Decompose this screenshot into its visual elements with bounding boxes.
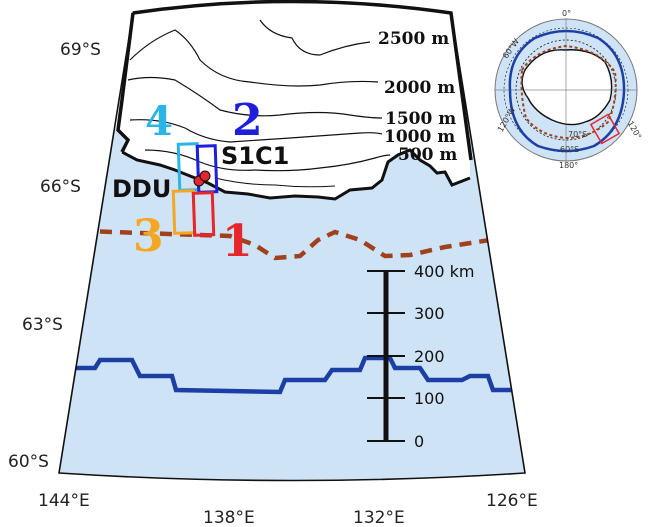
site-label-ddu: DDU	[112, 175, 171, 203]
blue-boundary-line	[60, 355, 525, 395]
land-border-left	[116, 12, 135, 153]
land-border	[132, 0, 473, 161]
region-label-3: 3	[133, 211, 164, 262]
region-label-4: 4	[145, 98, 173, 145]
lon-label-138e: 138°E	[203, 508, 255, 527]
inset-label-120e: 120°	[626, 120, 643, 141]
site-marker-s1c1	[199, 170, 211, 182]
inset-study-box	[589, 113, 621, 145]
inset-label-0: 0°	[562, 9, 571, 18]
contour-label-2500m: 2500 m	[378, 29, 449, 49]
lat-label-69s: 69°S	[60, 40, 101, 60]
lon-label-126e: 126°E	[486, 491, 538, 511]
scale-label-200: 200	[414, 347, 445, 366]
lon-label-132e: 132°E	[353, 508, 405, 527]
contour-2000m	[129, 29, 379, 87]
scale-label-300: 300	[414, 304, 445, 323]
site-label-s1c1: S1C1	[221, 142, 289, 170]
scale-label-400: 400 km	[414, 262, 474, 281]
scale-label-100: 100	[414, 389, 445, 408]
contour-label-500m: 500 m	[398, 145, 457, 165]
inset-blue-ring	[508, 29, 626, 153]
region-box-1	[191, 191, 216, 237]
antarctic-ice-sheet	[100, 1, 470, 199]
inset-polar-map: 0° 60°W 120°W 180° 120° 70°S 60°S	[494, 9, 643, 170]
inset-label-180: 180°	[559, 161, 578, 170]
contour-1000m	[129, 119, 383, 143]
contour-coastal	[214, 177, 336, 188]
contour-1500m	[127, 76, 383, 119]
lat-label-60s: 60°S	[8, 452, 49, 472]
lon-label-144e: 144°E	[38, 491, 90, 511]
inset-label-60s: 60°S	[560, 145, 579, 154]
contour-label-1500m: 1500 m	[385, 109, 456, 129]
scale-bar: 400 km 300 200 100 0	[367, 262, 474, 451]
lat-label-66s: 66°S	[40, 177, 81, 197]
contour-2500m	[259, 19, 371, 56]
inset-antarctica	[521, 49, 613, 126]
region-label-1: 1	[222, 216, 253, 267]
lat-label-63s: 63°S	[22, 315, 63, 335]
region-label-2: 2	[232, 95, 263, 146]
inset-label-70s: 70°S	[568, 130, 587, 139]
ice-front-line	[121, 148, 471, 201]
scale-label-0: 0	[414, 432, 424, 451]
contour-label-2000m: 2000 m	[384, 78, 455, 98]
contour-label-1000m: 1000 m	[384, 127, 455, 147]
